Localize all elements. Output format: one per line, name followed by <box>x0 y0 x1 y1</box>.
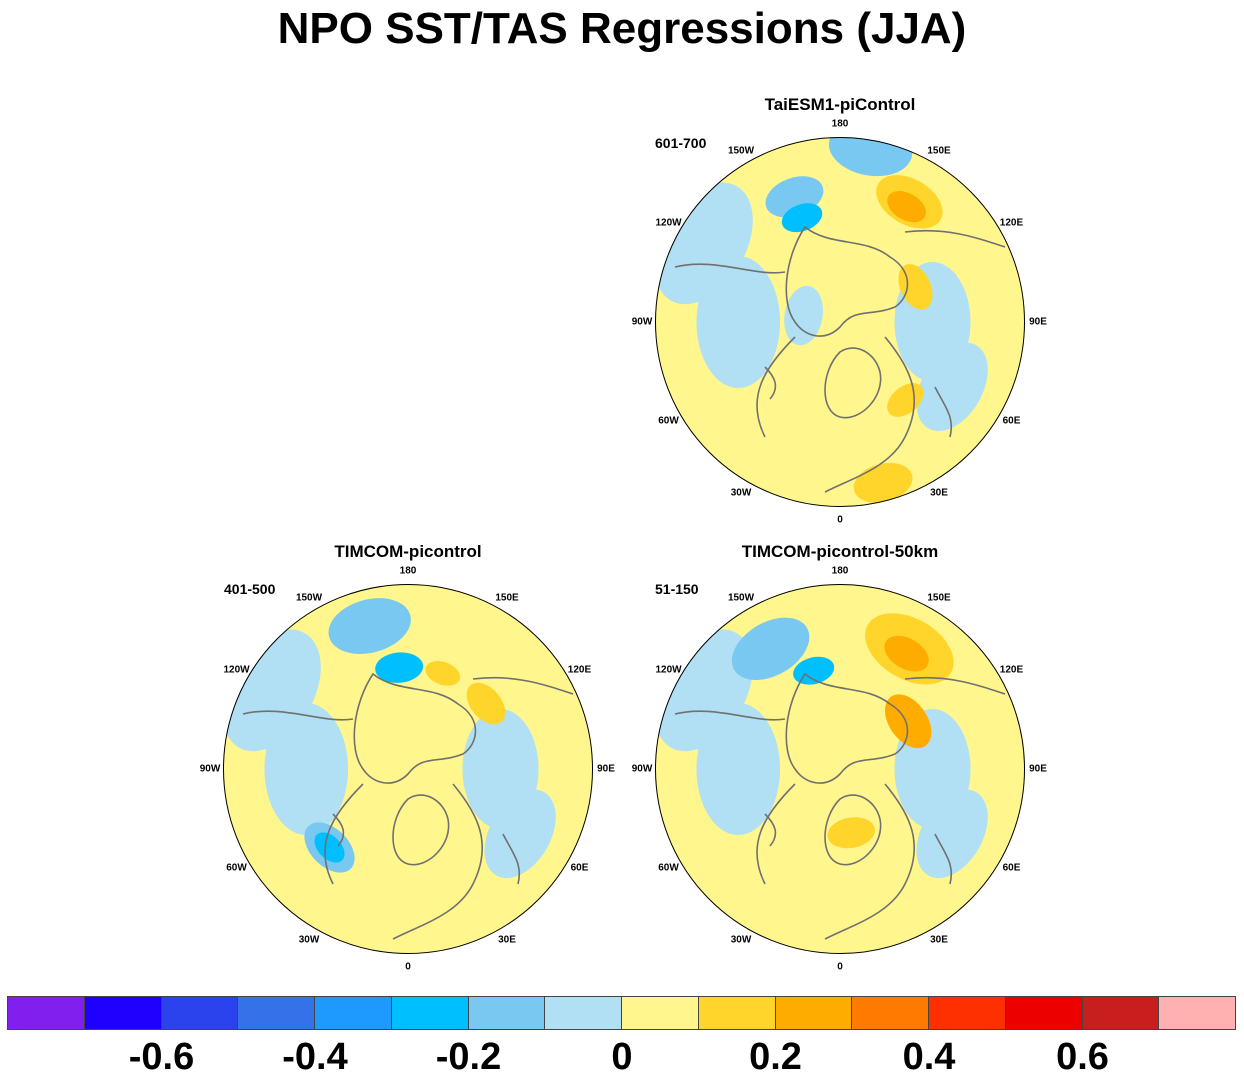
longitude-label: 30W <box>298 934 320 946</box>
map-boundary-circle <box>223 584 593 954</box>
colorbar-swatch <box>314 996 392 1030</box>
polar-map-timcom <box>223 584 593 954</box>
longitude-label: 90E <box>1029 316 1047 328</box>
panel-title-timcom: TIMCOM-picontrol <box>334 542 482 561</box>
longitude-label: 180 <box>831 118 849 130</box>
longitude-label: 0 <box>837 961 843 973</box>
longitude-label: 120E <box>999 664 1024 676</box>
colorbar-tick-label: -0.6 <box>128 1036 195 1078</box>
coastline-outlines <box>674 225 1006 493</box>
warm-anomaly-region <box>853 462 913 503</box>
longitude-label: 180 <box>399 565 417 577</box>
longitude-label: 30W <box>730 934 752 946</box>
colorbar-swatch <box>1004 996 1083 1030</box>
period-label-taiesm: 601-700 <box>655 135 707 151</box>
cold-anomaly-region <box>731 617 810 681</box>
longitude-label: 120W <box>655 664 682 676</box>
coastline-outlines <box>674 672 1006 940</box>
colorbar-swatch <box>390 996 469 1030</box>
cold-anomaly-region <box>375 652 424 683</box>
colorbar-swatch <box>467 996 546 1030</box>
weak-cool-anomaly-region <box>916 342 988 432</box>
warm-anomaly-region <box>884 635 929 672</box>
weak-cool-anomaly-region <box>484 789 556 879</box>
longitude-label: 60E <box>570 862 589 874</box>
colorbar-swatch <box>160 996 239 1030</box>
colorbar-swatch <box>237 996 315 1030</box>
warm-anomaly-region <box>887 191 926 223</box>
longitude-label: 90W <box>631 763 653 775</box>
longitude-label: 60W <box>226 862 247 874</box>
longitude-label: 60W <box>658 862 679 874</box>
map-boundary-circle <box>655 584 1025 954</box>
longitude-label: 90E <box>1029 763 1047 775</box>
longitude-label: 120E <box>567 664 592 676</box>
colorbar-tick-label: 0.4 <box>902 1036 956 1078</box>
period-label-timcom: 401-500 <box>224 581 276 597</box>
colorbar-swatch <box>697 996 776 1030</box>
longitude-label: 0 <box>837 514 843 526</box>
longitude-label: 150E <box>927 592 951 604</box>
colorbar-tick-label: -0.4 <box>282 1036 348 1078</box>
cold-anomaly-region <box>314 832 345 863</box>
colorbar-tick-label: 0.6 <box>1056 1036 1109 1078</box>
colorbar-swatch <box>544 996 622 1030</box>
polar-map-taiesm <box>655 137 1025 507</box>
longitude-label: 0 <box>405 961 411 973</box>
cold-anomaly-region <box>781 203 823 233</box>
warm-anomaly-region <box>827 817 876 849</box>
longitude-label: 90W <box>199 763 221 775</box>
panel-title-timcom-50km: TIMCOM-picontrol-50km <box>741 542 939 561</box>
colorbar-swatch <box>1081 996 1160 1030</box>
longitude-label: 90W <box>631 316 653 328</box>
warm-anomaly-region <box>425 661 461 686</box>
longitude-label: 30E <box>930 487 948 499</box>
longitude-label: 150E <box>927 145 951 157</box>
longitude-label: 60W <box>658 415 679 427</box>
longitude-label: 90E <box>597 763 615 775</box>
polar-map-timcom-50km <box>655 584 1025 954</box>
longitude-label: 30E <box>498 934 516 946</box>
longitude-label: 30E <box>930 934 948 946</box>
main-title: NPO SST/TAS Regressions (JJA) <box>277 4 967 53</box>
colorbar-tick-label: 0.2 <box>749 1036 802 1078</box>
panel-title-taiesm: TaiESM1-piControl <box>764 95 916 114</box>
longitude-label: 120E <box>999 217 1024 229</box>
longitude-label: 150W <box>727 145 755 157</box>
colorbar-tick-label: 0 <box>611 1036 633 1078</box>
colorbar-swatch <box>7 996 85 1030</box>
coastline-outlines <box>242 672 574 940</box>
colorbar <box>7 996 1236 1030</box>
colorbar-swatch <box>621 996 699 1030</box>
map-boundary-circle <box>655 137 1025 507</box>
colorbar-swatch <box>1158 996 1236 1030</box>
weak-cool-anomaly-region <box>916 789 988 879</box>
cold-anomaly-region <box>328 598 411 654</box>
cold-anomaly-region <box>828 137 913 177</box>
longitude-label: 120W <box>223 664 250 676</box>
longitude-label: 150W <box>727 592 755 604</box>
period-label-timcom-50km: 51-150 <box>655 581 699 597</box>
colorbar-swatch <box>928 996 1006 1030</box>
warm-anomaly-region <box>466 682 506 725</box>
longitude-label: 150E <box>495 592 519 604</box>
longitude-label: 120W <box>655 217 682 229</box>
longitude-label: 60E <box>1002 415 1021 427</box>
longitude-label: 60E <box>1002 862 1021 874</box>
cold-anomaly-region <box>784 285 823 346</box>
colorbar-swatch <box>83 996 162 1030</box>
longitude-label: 30W <box>730 487 752 499</box>
colorbar-swatch <box>774 996 853 1030</box>
colorbar-swatch <box>851 996 929 1030</box>
longitude-label: 180 <box>831 565 849 577</box>
longitude-label: 150W <box>295 592 323 604</box>
colorbar-tick-label: -0.2 <box>435 1036 502 1078</box>
